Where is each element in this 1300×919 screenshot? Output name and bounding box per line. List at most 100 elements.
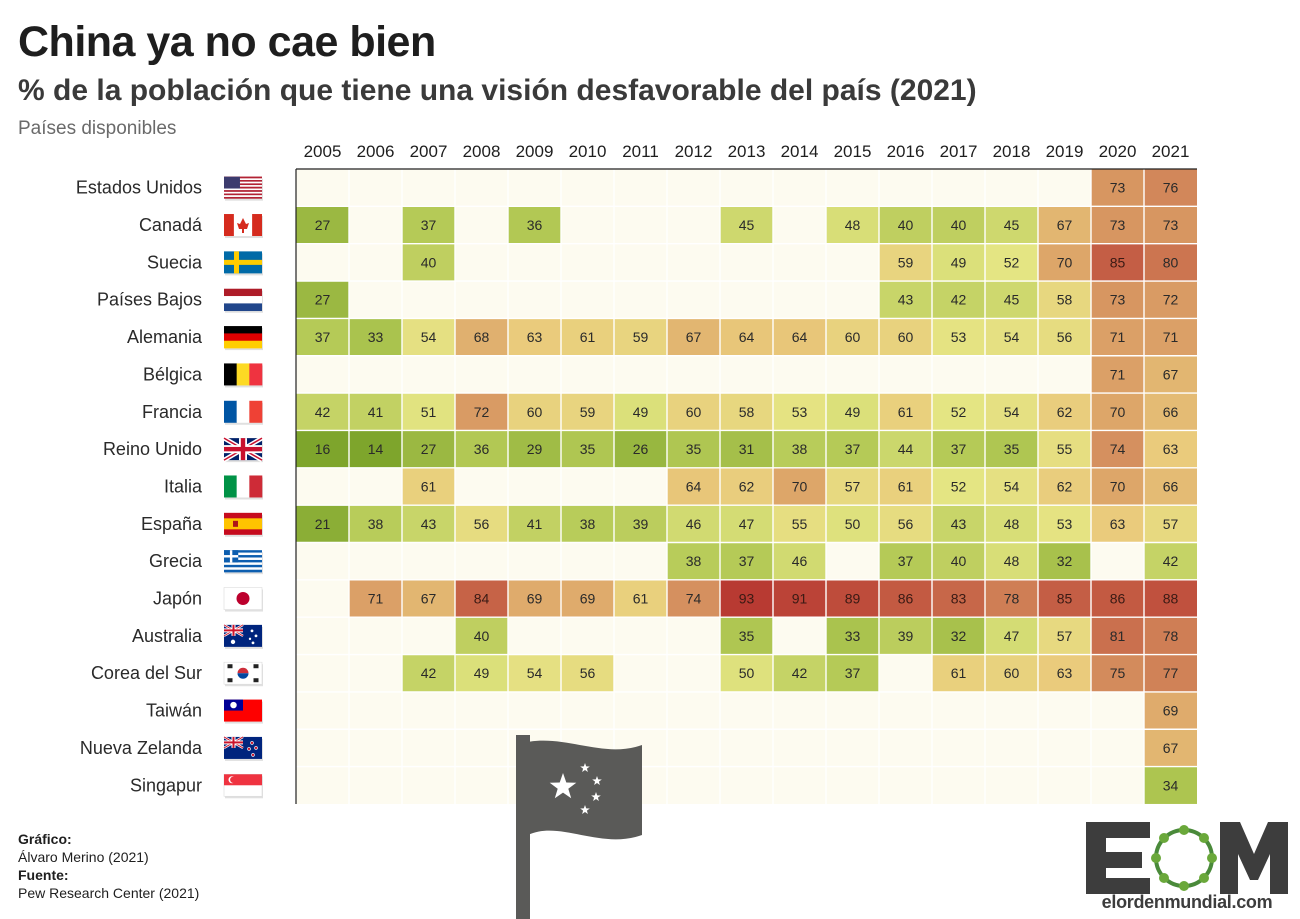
heatmap-cell [561, 505, 614, 543]
flag-singapore-icon [223, 773, 263, 799]
heatmap-cell [1144, 318, 1197, 356]
cell-value: 32 [1057, 553, 1073, 569]
heatmap-cell [402, 579, 455, 618]
cell-value: 48 [1004, 516, 1020, 532]
flag-netherlands-icon [224, 288, 263, 313]
logo-url: elordenmundial.com [1101, 892, 1273, 912]
heatmap-cell [1038, 430, 1091, 468]
heatmap-cell [720, 206, 773, 244]
heatmap-cell [773, 505, 826, 543]
cell-value: 61 [898, 478, 914, 494]
heatmap-cell [985, 243, 1038, 282]
heatmap-cell [879, 281, 932, 319]
heatmap-cell [932, 318, 985, 356]
cell-value: 66 [1163, 478, 1179, 494]
country-label: Australia [132, 626, 203, 646]
cell-value: 56 [474, 516, 490, 532]
heatmap-cell [879, 505, 932, 543]
heatmap-cell [508, 579, 561, 618]
year-header: 2011 [622, 142, 659, 161]
heatmap-cell [932, 505, 985, 543]
heatmap-cell [1038, 393, 1091, 431]
heatmap-cell [1038, 617, 1091, 655]
cell-value: 33 [845, 628, 861, 644]
heatmap-cell [1144, 654, 1197, 692]
source-label: Fuente: [18, 867, 69, 883]
cell-value: 44 [898, 441, 914, 457]
year-header: 2012 [675, 142, 713, 161]
cell-value: 64 [792, 329, 808, 345]
heatmap-cell [932, 281, 985, 319]
heatmap-cell [879, 318, 932, 356]
cell-value: 56 [1057, 329, 1073, 345]
country-label: Corea del Sur [91, 663, 202, 683]
country-label: Italia [164, 476, 203, 496]
flag-sweden-icon [224, 251, 263, 276]
cell-value: 72 [1163, 292, 1179, 308]
cell-value: 73 [1110, 217, 1126, 233]
flag-canada-icon [224, 214, 263, 239]
cell-value: 43 [951, 516, 967, 532]
heatmap-cell [879, 579, 932, 618]
heatmap-cell [932, 617, 985, 655]
heatmap-cell [932, 243, 985, 282]
heatmap-cell [720, 393, 773, 431]
heatmap-cell [1038, 281, 1091, 319]
heatmap-cell [296, 430, 349, 468]
heatmap-cell [1144, 393, 1197, 431]
country-label: Canadá [139, 215, 203, 235]
heatmap-cell [1144, 169, 1197, 207]
heatmap-cell [1091, 430, 1144, 468]
year-header: 2010 [569, 142, 607, 161]
heatmap-cell [561, 430, 614, 468]
year-header: 2018 [993, 142, 1031, 161]
cell-value: 33 [368, 329, 384, 345]
country-label: Singapur [130, 775, 202, 795]
country-label: Bélgica [143, 364, 203, 384]
cell-value: 26 [633, 441, 649, 457]
cell-value: 14 [368, 441, 384, 457]
heatmap-cell [1091, 318, 1144, 356]
heatmap-cell [1091, 579, 1144, 618]
heatmap-cell [1038, 505, 1091, 543]
flag-south-korea-icon [223, 661, 263, 687]
cell-value: 37 [898, 553, 914, 569]
cell-value: 57 [1163, 516, 1179, 532]
cell-value: 31 [739, 441, 755, 457]
cell-value: 35 [1004, 441, 1020, 457]
cell-value: 39 [633, 516, 649, 532]
heatmap-cell [402, 467, 455, 506]
cell-value: 53 [951, 329, 967, 345]
heatmap-cell [826, 206, 879, 244]
cell-value: 62 [1057, 478, 1073, 494]
heatmap-cell [1038, 467, 1091, 506]
heatmap-cell [826, 318, 879, 356]
heatmap-cell [667, 542, 720, 580]
flag-usa-icon [224, 176, 263, 201]
country-label: Japón [153, 589, 202, 609]
cell-value: 63 [1163, 441, 1179, 457]
heatmap-cell [826, 505, 879, 543]
year-header: 2020 [1099, 142, 1137, 161]
country-label: Suecia [147, 252, 203, 272]
heatmap-cell [667, 579, 720, 618]
heatmap-cell [402, 430, 455, 468]
flag-spain-icon [224, 512, 263, 537]
cell-value: 86 [1110, 591, 1126, 607]
year-header: 2014 [781, 142, 819, 161]
cell-value: 27 [421, 441, 437, 457]
heatmap-cell [1038, 243, 1091, 282]
cell-value: 46 [686, 516, 702, 532]
heatmap-cell [667, 430, 720, 468]
flag-uk-icon [222, 436, 264, 463]
cell-value: 54 [1004, 478, 1020, 494]
cell-value: 32 [951, 628, 967, 644]
heatmap-cell [932, 206, 985, 244]
country-label: Países Bajos [97, 290, 202, 310]
cell-value: 27 [315, 292, 331, 308]
cell-value: 85 [1110, 254, 1126, 270]
heatmap-cell [879, 206, 932, 244]
cell-value: 51 [421, 404, 437, 420]
heatmap-cell [1144, 243, 1197, 282]
year-header: 2017 [940, 142, 978, 161]
